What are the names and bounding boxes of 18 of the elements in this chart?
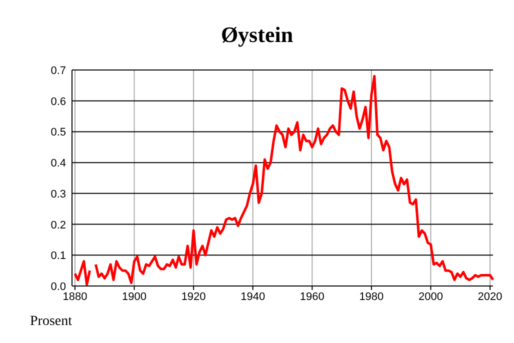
y-tick-label: 0.5 [50,126,66,139]
x-tick-label: 2000 [418,291,443,303]
y-tick-label: 0.7 [50,65,66,77]
x-tick-label: 1920 [181,291,206,303]
y-tick-label: 0.3 [50,188,66,200]
x-tick-label: 1980 [359,291,384,303]
y-axis-title: Prosent [30,314,72,329]
x-tick-label: 1880 [62,291,88,303]
y-tick-label: 0.0 [50,281,66,293]
y-tick-label: 0.4 [50,158,66,170]
x-tick-label: 1940 [240,291,266,303]
chart-title: Øystein [220,22,294,47]
x-tick-label: 2020 [478,291,502,303]
x-tick-label: 1900 [122,291,147,303]
y-tick-label: 0.1 [50,250,66,262]
y-tick-label: 0.6 [50,96,66,108]
x-tick-label: 1960 [300,291,324,303]
y-tick-label: 0.2 [50,219,66,232]
